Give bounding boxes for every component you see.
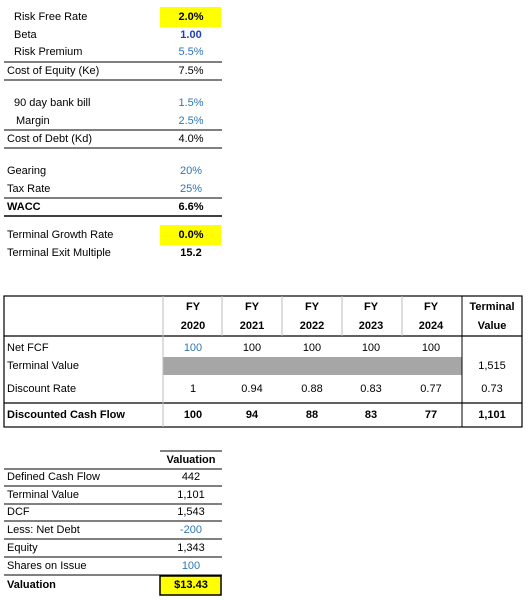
row-label: Discounted Cash Flow: [7, 409, 125, 421]
row-label: Tax Rate: [7, 183, 50, 195]
row-label: Cost of Equity (Ke): [7, 65, 99, 77]
row-label: Terminal Exit Multiple: [7, 247, 111, 259]
row-label: Net FCF: [7, 342, 49, 354]
row-value: 15.2: [180, 247, 201, 259]
input-highlight: [160, 225, 221, 245]
row-value: 4.0%: [178, 133, 203, 145]
row-label: Terminal Value: [7, 489, 79, 501]
cell-value: 0.88: [301, 383, 322, 395]
row-label: Shares on Issue: [7, 560, 87, 572]
cell-value: 0.83: [360, 383, 381, 395]
column-header: Terminal: [469, 301, 514, 313]
row-label: Equity: [7, 542, 38, 554]
row-value: 2.0%: [178, 11, 203, 23]
row-label: DCF: [7, 506, 30, 518]
row-value: 0.0%: [178, 229, 203, 241]
input-highlight: [160, 7, 221, 27]
row-value: 2.5%: [178, 115, 203, 127]
column-header: Value: [478, 320, 507, 332]
cell-value: 100: [303, 342, 321, 354]
column-header: FY: [245, 301, 260, 313]
row-value: $13.43: [174, 579, 208, 591]
wacc-borders: [4, 61, 222, 217]
row-label: 90 day bank bill: [14, 97, 90, 109]
row-value: 25%: [180, 183, 202, 195]
column-header: 2023: [359, 320, 383, 332]
column-header: 2020: [181, 320, 205, 332]
cell-value: 100: [184, 409, 202, 421]
column-header: 2024: [419, 320, 444, 332]
cell-value: 1: [190, 383, 196, 395]
row-value: 7.5%: [178, 65, 203, 77]
column-header: 2021: [240, 320, 264, 332]
row-label: Valuation: [7, 579, 56, 591]
cell-value: 1,101: [478, 409, 506, 421]
row-value: 6.6%: [178, 201, 203, 213]
row-value: 1,543: [177, 506, 205, 518]
row-label: Defined Cash Flow: [7, 471, 100, 483]
column-header: Valuation: [167, 454, 216, 466]
row-label: Margin: [16, 115, 50, 127]
row-value: 1,101: [177, 489, 205, 501]
column-header: 2022: [300, 320, 324, 332]
row-label: WACC: [7, 201, 41, 213]
row-label: Risk Premium: [14, 46, 82, 58]
cell-value: 83: [365, 409, 377, 421]
row-value: 1,343: [177, 542, 205, 554]
cell-value: 0.73: [481, 383, 502, 395]
cell-value: 100: [243, 342, 261, 354]
cell-value: 1,515: [478, 360, 506, 372]
result-highlight: [159, 575, 222, 596]
row-value: 1.5%: [178, 97, 203, 109]
row-label: Beta: [14, 29, 38, 41]
row-label: Cost of Debt (Kd): [7, 133, 92, 145]
cell-value: 0.94: [241, 383, 262, 395]
row-value: 442: [182, 471, 200, 483]
cell-value: 100: [422, 342, 440, 354]
row-value: 20%: [180, 165, 202, 177]
cell-value: 0.77: [420, 383, 441, 395]
row-label: Risk Free Rate: [14, 11, 87, 23]
cell-value: 88: [306, 409, 318, 421]
column-header: FY: [186, 301, 201, 313]
cash-flow-borders: [3, 295, 523, 428]
row-label: Terminal Value: [7, 360, 79, 372]
column-header: FY: [424, 301, 439, 313]
cell-value: 77: [425, 409, 437, 421]
row-label: Less: Net Debt: [7, 524, 80, 536]
row-value: -200: [180, 524, 202, 536]
row-label: Discount Rate: [7, 383, 76, 395]
valuation-borders: [4, 450, 222, 576]
row-label: Terminal Growth Rate: [7, 229, 113, 241]
cell-value: 100: [362, 342, 380, 354]
cell-value: 94: [246, 409, 259, 421]
column-header: FY: [364, 301, 379, 313]
column-header: FY: [305, 301, 320, 313]
cell-value: 100: [184, 342, 202, 354]
row-label: Gearing: [7, 165, 46, 177]
row-value: 5.5%: [178, 46, 203, 58]
row-value: 1.00: [180, 29, 201, 41]
row-value: 100: [182, 560, 200, 572]
shaded-cells: [163, 357, 462, 375]
